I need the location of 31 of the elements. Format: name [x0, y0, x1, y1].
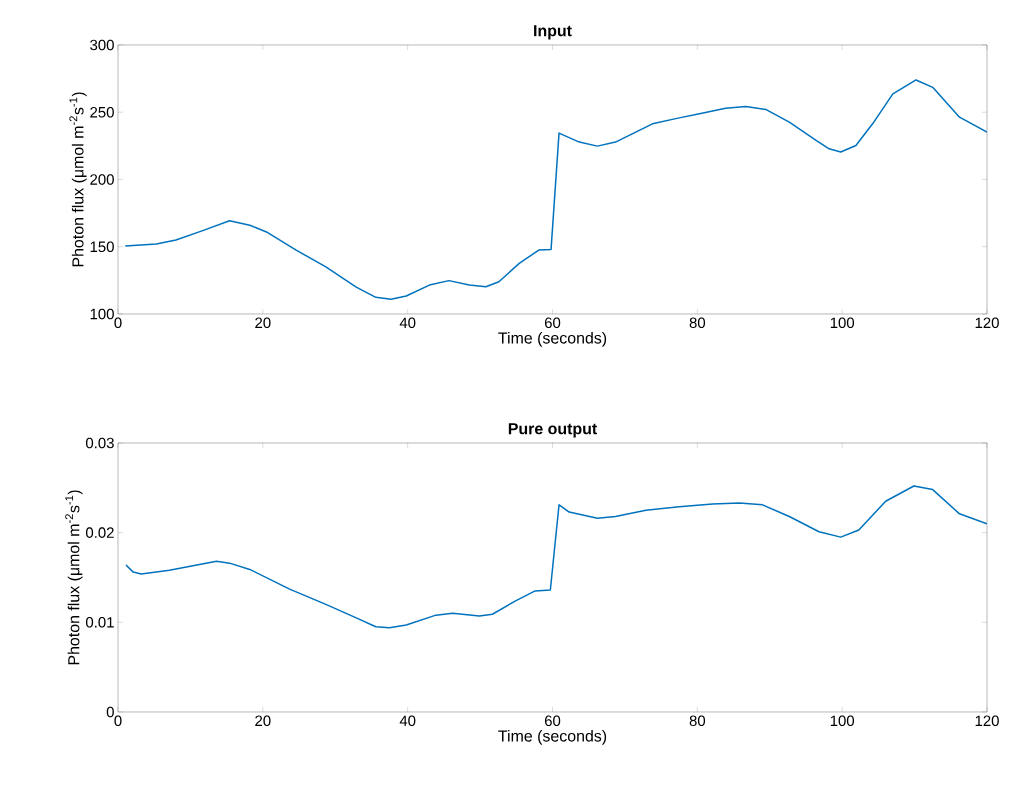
x-tick-label: 80: [689, 317, 706, 329]
y-tick-label: 0: [106, 706, 114, 718]
y-tick-label: 0.02: [85, 527, 114, 538]
x-tick-label: 100: [830, 317, 855, 329]
y-tick-label: 0.03: [85, 437, 114, 449]
x-tick-label: 120: [975, 317, 999, 329]
line-series: [124, 79, 988, 300]
y-tick-label: 150: [90, 241, 114, 253]
y-tick-label: 250: [90, 106, 114, 118]
x-tick-label: 40: [399, 715, 416, 727]
x-tick-label: 20: [255, 317, 271, 329]
y-tick-label: 0.01: [85, 617, 114, 628]
x-tick-label: 120: [975, 715, 999, 727]
x-axis-title: Time (seconds): [498, 331, 607, 347]
x-tick-label: 20: [255, 715, 271, 727]
x-tick-label: 60: [544, 317, 561, 329]
x-tick-label: 80: [689, 715, 706, 727]
y-tick-label: 100: [90, 308, 114, 320]
y-axis-title: Photon flux (μmol m$^{-2}$s$^{-1}$): [69, 92, 87, 267]
y-tick-label: 300: [90, 39, 114, 51]
chart-title: Input: [534, 25, 572, 40]
x-tick-label: 60: [544, 715, 561, 727]
x-tick-label: 100: [830, 715, 855, 727]
chart-title: Pure output: [508, 423, 598, 438]
y-tick-label: 200: [90, 174, 114, 185]
x-axis-title: Time (seconds): [498, 729, 607, 745]
line-series: [125, 485, 988, 629]
x-tick-label: 0: [114, 715, 122, 727]
x-tick-label: 40: [399, 317, 416, 329]
x-tick-label: 0: [114, 317, 122, 329]
y-axis-title: Photon flux (μmol m$^{-2}$s$^{-1}$): [65, 490, 83, 665]
